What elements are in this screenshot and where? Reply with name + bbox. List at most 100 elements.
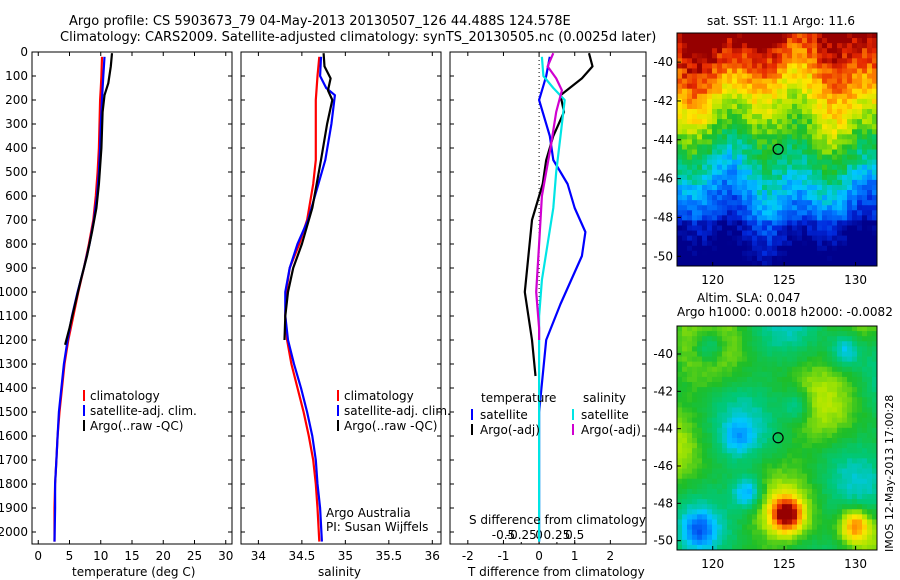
- map-cell: [817, 68, 823, 74]
- map-cell: [732, 129, 738, 135]
- map-cell: [847, 524, 853, 531]
- map-cell: [767, 114, 773, 120]
- map-cell: [832, 134, 838, 140]
- map-cell: [807, 190, 813, 196]
- map-cell: [727, 443, 733, 449]
- map-cell: [732, 53, 738, 59]
- map-cell: [787, 179, 793, 186]
- map-cell: [847, 245, 853, 252]
- map-cell: [677, 382, 683, 388]
- map-cell: [712, 341, 718, 347]
- map-cell: [722, 499, 728, 505]
- map-cell: [872, 240, 878, 247]
- map-cell: [862, 514, 868, 520]
- map-cell: [827, 235, 833, 242]
- map-cell: [727, 427, 733, 434]
- map-cell: [762, 255, 768, 262]
- map-cell: [872, 412, 878, 419]
- map-cell: [812, 48, 818, 54]
- map-cell: [757, 351, 763, 357]
- map-cell: [832, 48, 838, 54]
- map-cell: [687, 78, 693, 85]
- map-cell: [722, 534, 728, 541]
- map-cell: [777, 397, 783, 403]
- map-cell: [697, 179, 703, 186]
- map-cell: [752, 361, 758, 368]
- map-cell: [682, 336, 688, 342]
- map-cell: [757, 78, 763, 85]
- map-cell: [712, 494, 718, 500]
- map-cell: [752, 397, 758, 403]
- map-cell: [867, 407, 873, 413]
- sst-map-title: sat. SST: 11.1 Argo: 11.6: [707, 14, 855, 28]
- map-cell: [762, 473, 768, 480]
- map-cell: [707, 331, 713, 337]
- map-cell: [847, 483, 853, 490]
- map-cell: [822, 494, 828, 500]
- map-cell: [862, 473, 868, 480]
- map-cell: [777, 336, 783, 342]
- map-cell: [792, 488, 798, 495]
- map-cell: [687, 129, 693, 135]
- map-cell: [762, 478, 768, 485]
- map-cell: [832, 494, 838, 500]
- map-cell: [727, 144, 733, 150]
- map-cell: [692, 392, 698, 398]
- map-cell: [837, 240, 843, 247]
- map-cell: [857, 250, 863, 257]
- map-cell: [827, 119, 833, 125]
- map-cell: [722, 119, 728, 125]
- map-cell: [737, 458, 743, 464]
- map-cell: [812, 53, 818, 59]
- map-cell: [737, 494, 743, 500]
- map-cell: [822, 98, 828, 105]
- map-cell: [867, 483, 873, 490]
- map-cell: [762, 129, 768, 135]
- series-line-argo-raw-qc-: [283, 53, 334, 341]
- map-cell: [797, 422, 803, 429]
- map-cell: [777, 220, 783, 226]
- map-cell: [837, 98, 843, 105]
- map-cell: [717, 124, 723, 130]
- map-cell: [812, 473, 818, 480]
- map-cell: [842, 539, 848, 546]
- map-cell: [707, 88, 713, 95]
- map-cell: [762, 488, 768, 495]
- map-cell: [687, 427, 693, 434]
- map-cell: [782, 114, 788, 120]
- map-cell: [807, 483, 813, 490]
- map-cell: [737, 184, 743, 191]
- map-cell: [792, 220, 798, 226]
- map-cell: [852, 205, 858, 211]
- map-cell: [847, 534, 853, 541]
- map-cell: [872, 417, 878, 424]
- map-cell: [752, 473, 758, 480]
- map-cell: [707, 260, 713, 267]
- map-y-tick-label: -46: [653, 172, 673, 186]
- map-cell: [737, 250, 743, 257]
- map-cell: [862, 58, 868, 64]
- map-cell: [697, 463, 703, 469]
- map-cell: [842, 432, 848, 439]
- map-cell: [797, 478, 803, 485]
- map-cell: [757, 402, 763, 408]
- map-cell: [717, 346, 723, 352]
- map-cell: [837, 488, 843, 495]
- map-cell: [807, 402, 813, 408]
- map-cell: [867, 144, 873, 150]
- map-cell: [772, 499, 778, 505]
- map-cell: [702, 514, 708, 520]
- map-y-tick-label: -42: [653, 384, 673, 398]
- map-cell: [872, 119, 878, 125]
- map-cell: [832, 524, 838, 531]
- map-cell: [812, 179, 818, 186]
- map-cell: [837, 478, 843, 485]
- map-cell: [707, 169, 713, 176]
- map-cell: [722, 129, 728, 135]
- map-cell: [732, 417, 738, 424]
- map-cell: [717, 504, 723, 510]
- map-cell: [832, 225, 838, 231]
- map-cell: [862, 346, 868, 352]
- map-cell: [817, 205, 823, 211]
- map-cell: [687, 463, 693, 469]
